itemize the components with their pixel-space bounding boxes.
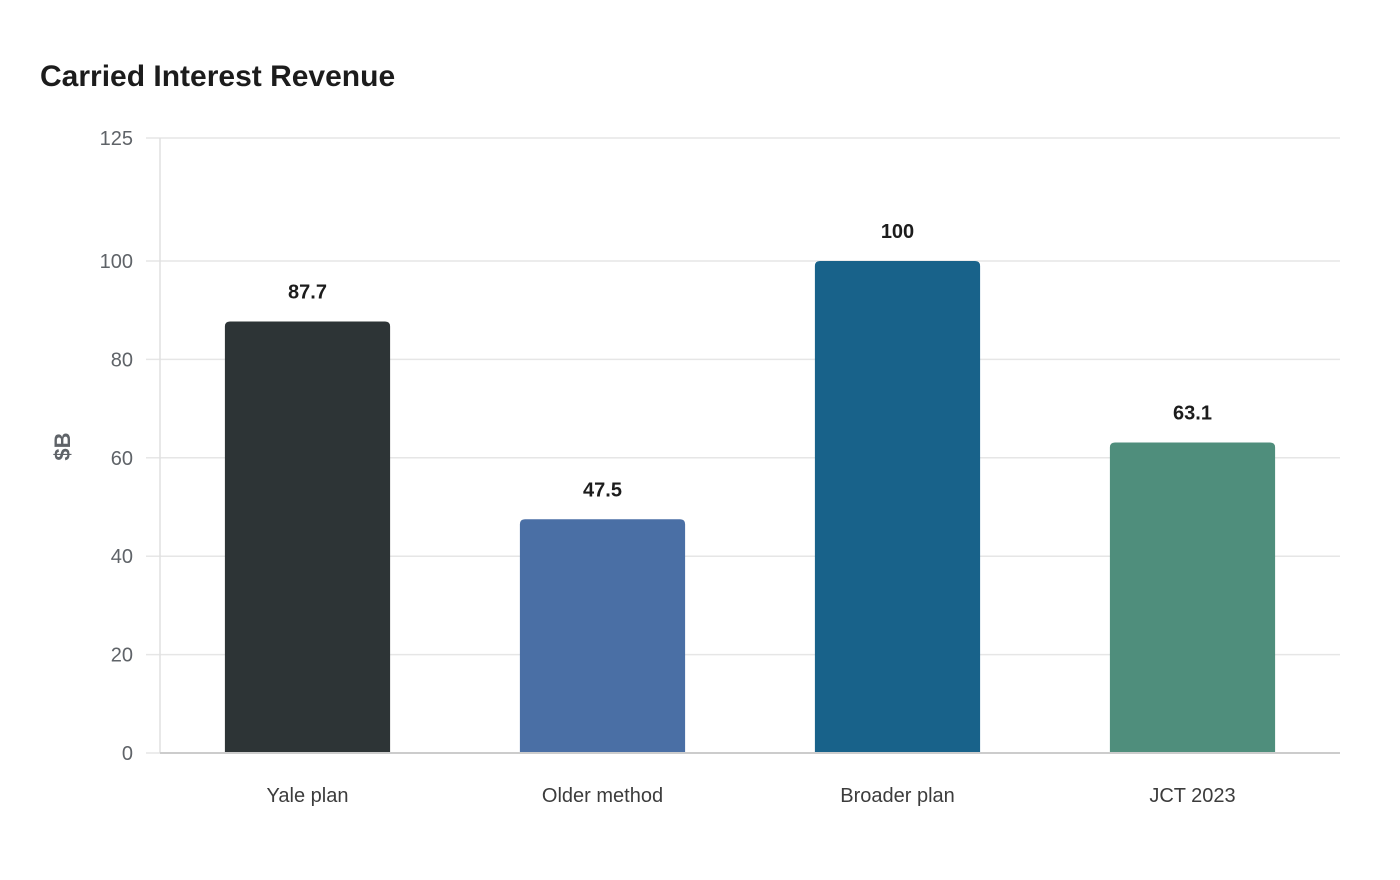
labels: 0 20 40 60 80 100 125 87.7 Yale plan 47.5 Older me… <box>100 128 1236 807</box>
axes <box>159 138 1340 754</box>
bar-jct-2023 <box>1109 442 1276 753</box>
x-tick-label: JCT 2023 <box>1149 785 1235 807</box>
bar-older-method <box>519 519 686 753</box>
y-tick-label: 80 <box>111 349 133 371</box>
x-tick-label: Older method <box>542 785 663 807</box>
data-label: 87.7 <box>288 282 327 304</box>
bar-yale-plan <box>224 321 391 753</box>
y-axis-title: $B <box>50 432 75 460</box>
data-label: 63.1 <box>1173 403 1212 425</box>
data-label: 100 <box>881 221 914 243</box>
bars <box>224 261 1276 753</box>
y-tick-label: 60 <box>111 448 133 470</box>
bar-broader-plan <box>814 261 981 753</box>
y-tick-label: 40 <box>111 546 133 568</box>
y-tick-label: 125 <box>100 128 133 150</box>
x-tick-label: Broader plan <box>840 785 955 807</box>
x-tick-label: Yale plan <box>267 785 349 807</box>
y-tick-label: 20 <box>111 645 133 667</box>
chart-title: Carried Interest Revenue <box>40 60 396 93</box>
y-tick-label: 100 <box>100 251 133 273</box>
data-label: 47.5 <box>583 479 622 501</box>
y-tick-label: 0 <box>122 743 133 765</box>
